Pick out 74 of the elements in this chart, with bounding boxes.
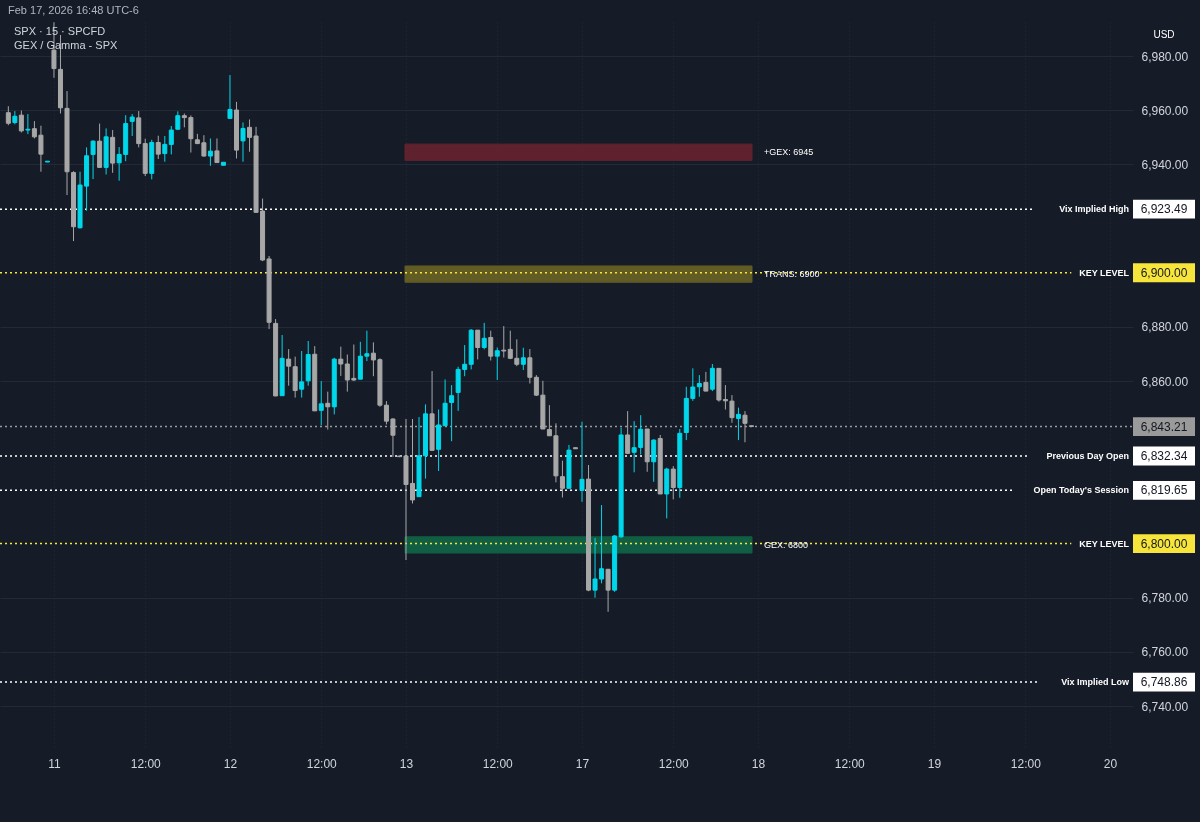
candlestick bbox=[214, 137, 220, 164]
candlestick bbox=[207, 137, 213, 167]
ref-line-label: Vix Implied Low bbox=[1061, 677, 1130, 688]
band-label: TRANS: 6900 bbox=[764, 269, 820, 280]
x-tick-label: 13 bbox=[399, 756, 414, 771]
candlestick bbox=[155, 135, 161, 160]
y-tick-label: 6,940.00 bbox=[1141, 157, 1189, 172]
y-tick-label: 6,880.00 bbox=[1141, 320, 1189, 335]
candlestick bbox=[227, 74, 233, 119]
text: 6,819.65 bbox=[1140, 483, 1188, 498]
x-tick-label: 12:00 bbox=[482, 756, 514, 771]
ref-line-label: KEY LEVEL bbox=[1079, 538, 1130, 549]
candlestick bbox=[299, 350, 305, 399]
candlestick bbox=[651, 438, 657, 483]
text: 6,800.00 bbox=[1140, 536, 1188, 551]
y-tick-label: 6,760.00 bbox=[1141, 645, 1189, 660]
candlestick bbox=[709, 363, 715, 392]
candlestick bbox=[742, 410, 748, 443]
y-tick-label: 6,960.00 bbox=[1141, 103, 1189, 118]
candlestick bbox=[318, 380, 324, 426]
candlestick bbox=[605, 568, 611, 613]
x-tick-label: 12 bbox=[223, 756, 238, 771]
candlestick bbox=[162, 135, 168, 163]
candlestick bbox=[735, 407, 741, 441]
x-tick-label: 19 bbox=[927, 756, 942, 771]
candlestick bbox=[129, 113, 135, 137]
ref-line-label: Open Today's Session bbox=[1033, 485, 1129, 496]
y-tick-label: 6,740.00 bbox=[1141, 699, 1189, 714]
candlestick bbox=[286, 348, 292, 387]
candlestick bbox=[292, 356, 298, 399]
candlestick bbox=[520, 347, 526, 371]
candlestick bbox=[5, 105, 11, 126]
x-tick-label: 12:00 bbox=[306, 756, 338, 771]
band-label: +GEX: 6945 bbox=[764, 147, 814, 158]
x-tick-label: 18 bbox=[751, 756, 766, 771]
candlestick bbox=[494, 346, 500, 381]
candlestick bbox=[475, 329, 481, 360]
ref-line-label: KEY LEVEL bbox=[1079, 267, 1130, 278]
x-tick-label: 12:00 bbox=[130, 756, 162, 771]
ref-line-label: Vix Implied High bbox=[1059, 204, 1129, 215]
candlestick bbox=[449, 384, 455, 442]
candlestick bbox=[696, 374, 702, 398]
x-tick-label: 11 bbox=[48, 756, 62, 771]
ref-line-label: Previous Day Open bbox=[1046, 450, 1129, 461]
candlestick bbox=[703, 371, 709, 392]
x-tick-label: 12:00 bbox=[1010, 756, 1042, 771]
text: 6,843.21 bbox=[1140, 419, 1188, 434]
x-tick-label: 17 bbox=[575, 756, 590, 771]
candlestick bbox=[325, 391, 331, 431]
text: 6,923.49 bbox=[1140, 202, 1188, 217]
candlestick bbox=[670, 465, 676, 500]
candlestick bbox=[481, 322, 487, 350]
y-tick-label: 6,980.00 bbox=[1141, 49, 1189, 64]
candlestick bbox=[338, 346, 344, 377]
y-tick-label: 6,780.00 bbox=[1141, 591, 1189, 606]
candlestick bbox=[579, 421, 585, 503]
candlestick bbox=[625, 410, 631, 454]
candlestick bbox=[240, 121, 246, 163]
text: Feb 17, 2026 16:48 UTC-6 bbox=[8, 4, 139, 16]
candlestick bbox=[25, 113, 31, 135]
x-tick-label: 12:00 bbox=[658, 756, 690, 771]
candlestick bbox=[501, 325, 507, 359]
text: 6,832.34 bbox=[1140, 448, 1188, 463]
x-tick-label: 20 bbox=[1103, 756, 1118, 771]
y-axis-title: USD bbox=[1153, 29, 1175, 40]
candlestick bbox=[488, 330, 494, 361]
candlestick bbox=[90, 139, 96, 180]
chart-title: SPX · 15 · SPCFD bbox=[14, 25, 106, 37]
y-tick-label: 6,860.00 bbox=[1141, 374, 1189, 389]
band-label: GEX: 6800 bbox=[764, 539, 809, 550]
text: 6,900.00 bbox=[1140, 265, 1188, 280]
text: 6,748.86 bbox=[1140, 675, 1188, 690]
candlestick bbox=[12, 110, 18, 125]
x-tick-label: 12:00 bbox=[834, 756, 866, 771]
